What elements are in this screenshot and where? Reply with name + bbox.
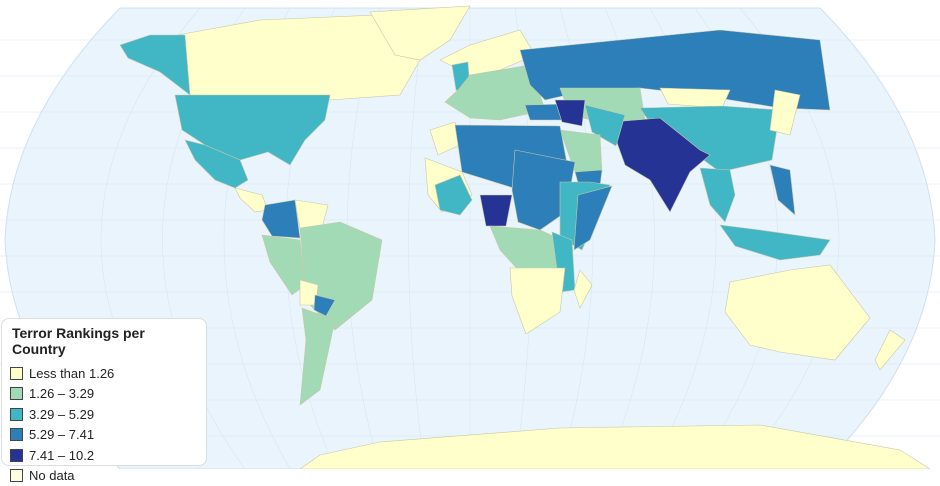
legend-item[interactable]: 3.29 – 5.29 (10, 404, 198, 425)
legend-label: 3.29 – 5.29 (29, 407, 94, 422)
legend-label: No data (29, 468, 75, 483)
legend-label: Less than 1.26 (29, 366, 114, 381)
legend-swatch (10, 449, 23, 462)
legend-item[interactable]: 7.41 – 10.2 (10, 445, 198, 466)
legend: Terror Rankings per Country Less than 1.… (1, 318, 207, 466)
legend-swatch (10, 387, 23, 400)
country-shape[interactable] (295, 200, 328, 228)
legend-swatch (10, 367, 23, 380)
legend-label: 7.41 – 10.2 (29, 448, 94, 463)
legend-item[interactable]: 1.26 – 3.29 (10, 384, 198, 405)
legend-swatch (10, 469, 23, 482)
legend-swatch (10, 428, 23, 441)
legend-swatch (10, 408, 23, 421)
legend-item[interactable]: 5.29 – 7.41 (10, 425, 198, 446)
legend-title: Terror Rankings per Country (12, 325, 198, 357)
legend-label: 1.26 – 3.29 (29, 386, 94, 401)
legend-label: 5.29 – 7.41 (29, 427, 94, 442)
legend-item[interactable]: Less than 1.26 (10, 363, 198, 384)
country-shape[interactable] (480, 195, 512, 226)
